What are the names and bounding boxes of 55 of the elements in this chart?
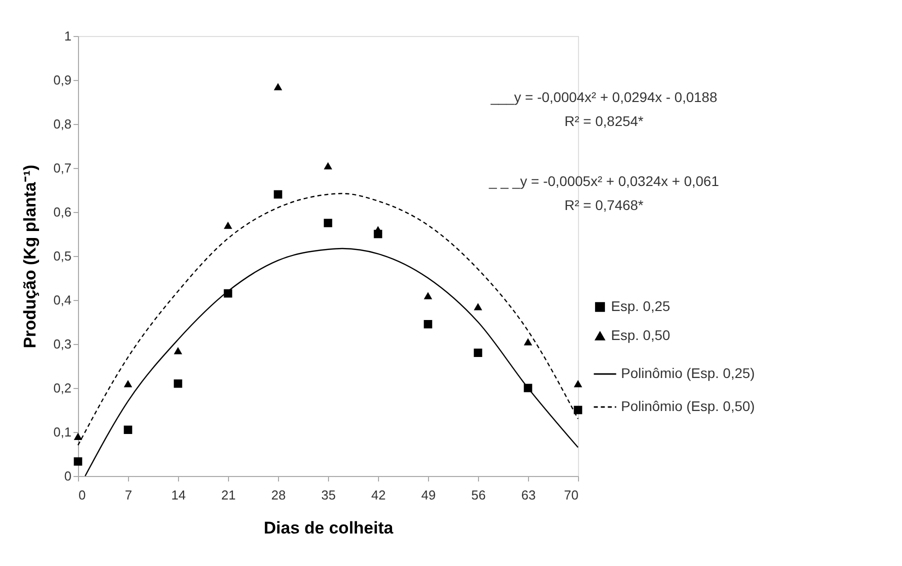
y-tick-label: 0,2: [53, 380, 72, 396]
point: [174, 379, 182, 388]
point: [274, 190, 282, 199]
annotation: _ _ _y = -0,0005x² + 0,0324x + 0,061: [488, 173, 720, 189]
point: [374, 226, 382, 234]
point: [474, 348, 482, 357]
y-tick-label: 0: [64, 468, 72, 484]
y-tick-label: 0,1: [53, 424, 72, 440]
point: [124, 380, 132, 388]
point: [74, 457, 82, 466]
x-tick-label: 7: [124, 488, 132, 502]
legend-label: Polinômio (Esp. 0,50): [621, 398, 755, 414]
point: [174, 346, 182, 354]
x-tick-label: 63: [521, 488, 536, 502]
y-axis-title: Produção (Kg planta⁻¹): [20, 164, 40, 348]
x-tick-label: 35: [321, 488, 336, 502]
point: [274, 82, 282, 90]
x-tick-label: 14: [171, 488, 186, 502]
point: [424, 292, 432, 300]
legend-label: Polinômio (Esp. 0,25): [621, 365, 755, 381]
point: [474, 302, 482, 310]
point: [124, 426, 132, 434]
x-tick-label: 70: [564, 488, 578, 502]
point: [324, 162, 332, 170]
y-tick-label: 0,6: [53, 204, 72, 220]
legend-label: Esp. 0,50: [611, 327, 670, 343]
line-series: [84, 248, 579, 477]
x-tick-label: 56: [471, 488, 486, 502]
x-tick-label: 28: [271, 488, 286, 502]
annotation: R² = 0,8254*: [564, 113, 644, 129]
point: [74, 432, 82, 440]
y-tick-label: 0,7: [53, 160, 72, 176]
legend-label: Esp. 0,25: [611, 298, 670, 314]
x-tick-label: 42: [371, 488, 386, 502]
point: [574, 406, 582, 414]
point: [574, 380, 582, 388]
x-tick-label: 0: [78, 488, 86, 502]
y-tick-label: 1: [64, 28, 72, 44]
x-axis-title: Dias de colheita: [264, 518, 394, 538]
point: [324, 218, 332, 228]
annotation: ___y = -0,0004x² + 0,0294x - 0,0188: [490, 89, 718, 105]
x-tick-label: 21: [221, 488, 236, 502]
point: [524, 338, 532, 346]
point: [224, 222, 232, 229]
point: [224, 289, 232, 298]
y-tick-label: 0,5: [53, 248, 72, 264]
point: [424, 320, 432, 328]
y-tick-label: 0,3: [53, 336, 72, 352]
point: [524, 384, 532, 392]
y-tick-label: 0,8: [53, 116, 72, 132]
line-series: [77, 192, 579, 446]
y-tick-label: 0,4: [53, 292, 72, 308]
x-tick-label: 49: [421, 488, 436, 502]
y-tick-label: 0,9: [53, 72, 72, 88]
annotation: R² = 0,7468*: [564, 197, 644, 213]
